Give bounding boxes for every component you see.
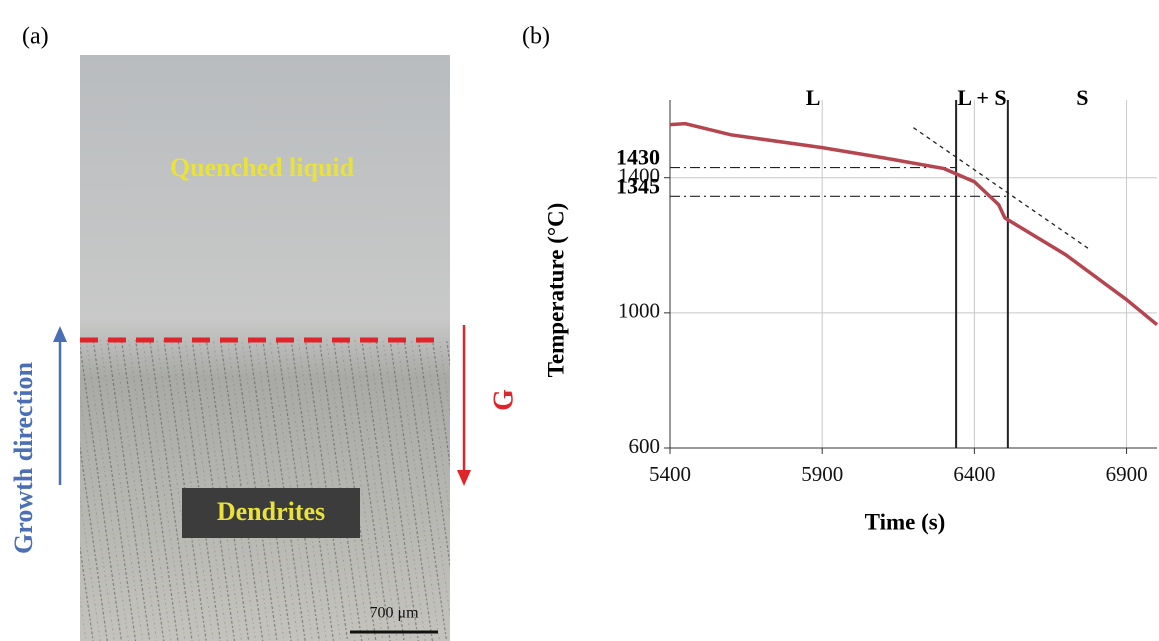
temperature-curve — [670, 124, 1157, 325]
arrow-head — [53, 326, 67, 342]
arrow-head — [457, 470, 471, 486]
annotation-label: 1430 — [616, 145, 660, 170]
region-label: L + S — [957, 85, 1006, 110]
region-label: Quenched liquid — [170, 153, 355, 182]
tangent-line — [914, 128, 1091, 250]
x-tick-label: 5400 — [649, 462, 691, 486]
x-tick-label: 6400 — [953, 462, 995, 486]
x-tick-label: 6900 — [1106, 462, 1148, 486]
gradient-label: G — [488, 389, 519, 411]
growth-label: Growth direction — [9, 362, 38, 554]
y-tick-label: 1000 — [618, 299, 660, 323]
region-label: S — [1076, 85, 1088, 110]
scale-bar-label: 700 μm — [369, 605, 419, 622]
x-axis-title: Time (s) — [865, 509, 946, 534]
x-tick-label: 5900 — [801, 462, 843, 486]
annotation-label: 1345 — [616, 173, 660, 198]
region-label: Dendrites — [217, 497, 325, 526]
figure: (a) Quenched liquid Dendrites 700 μm Gro… — [0, 0, 1159, 641]
y-axis-title: Temperature (°C) — [543, 203, 568, 378]
region-label: L — [806, 85, 821, 110]
panel-label: (b) — [522, 24, 550, 50]
y-tick-label: 600 — [629, 434, 661, 458]
panel-label: (a) — [22, 24, 49, 50]
